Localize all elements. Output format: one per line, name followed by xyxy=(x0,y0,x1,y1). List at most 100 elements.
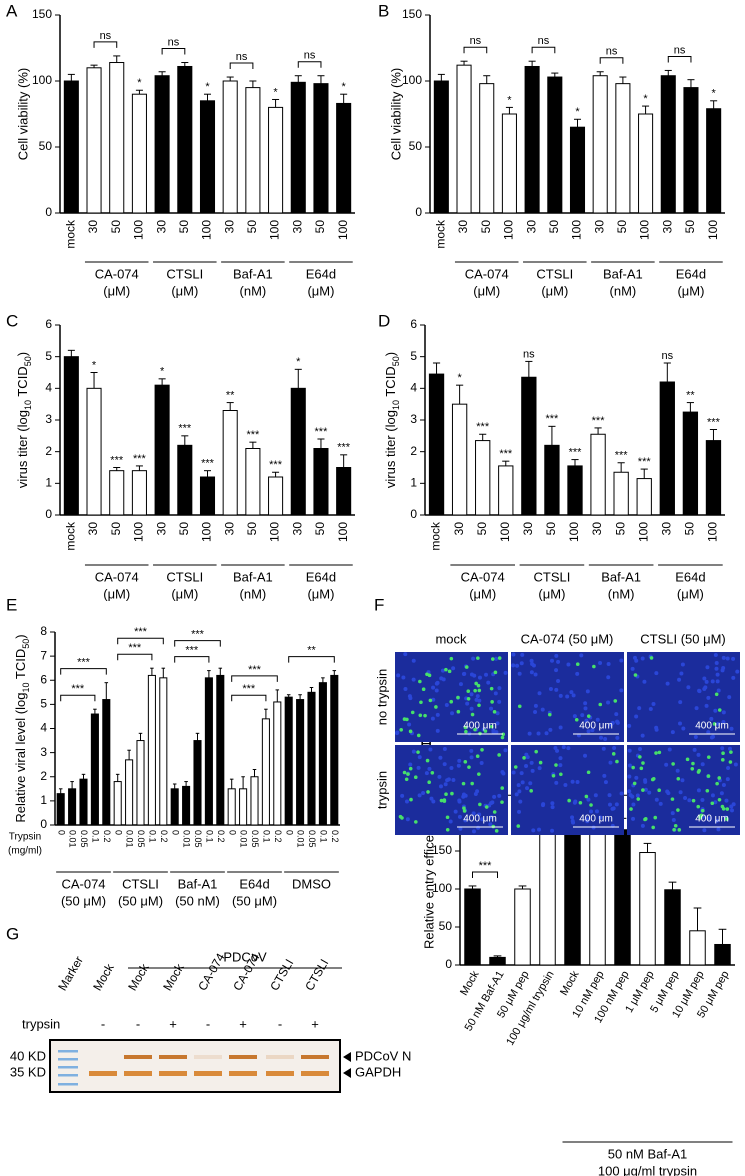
nucleus xyxy=(456,763,461,768)
nucleus xyxy=(471,811,476,816)
nucleus xyxy=(477,675,482,680)
infected-cell xyxy=(671,762,675,766)
group-sublabel: (μM) xyxy=(538,586,565,601)
x-tick-label: 100 xyxy=(706,522,720,542)
nucleus xyxy=(677,677,682,682)
y-tick-label: 0 xyxy=(410,507,417,521)
bar xyxy=(501,113,517,214)
group-label: E64d xyxy=(306,569,336,584)
y-tick-label: 5 xyxy=(410,349,417,363)
infected-cell xyxy=(691,798,696,803)
nucleus xyxy=(637,706,642,711)
bar xyxy=(706,108,722,214)
bar xyxy=(131,93,147,214)
y-tick-label: 50 xyxy=(439,919,453,933)
nucleus xyxy=(497,686,502,691)
x-tick-label: 100 xyxy=(570,220,584,240)
group-sublabel: (μM) xyxy=(473,283,500,298)
marker-band xyxy=(58,1083,78,1086)
infected-cell xyxy=(492,710,497,714)
infected-cell xyxy=(529,789,533,793)
nucleus xyxy=(697,688,702,693)
group-label: 50 nM Baf-A1 xyxy=(608,1146,688,1161)
bar xyxy=(569,126,586,214)
nucleus xyxy=(484,672,489,677)
nucleus xyxy=(702,676,707,681)
nucleus xyxy=(693,735,698,740)
nucleus xyxy=(408,762,413,767)
x-tick-label: 30 xyxy=(222,220,236,234)
nucleus xyxy=(627,748,632,753)
panel-label: G xyxy=(6,924,19,943)
nucleus xyxy=(647,790,652,795)
infected-cell xyxy=(676,808,680,812)
nucleus xyxy=(585,689,590,694)
nucleus xyxy=(640,656,645,661)
nucleus xyxy=(654,671,659,676)
y-tick-label: 8 xyxy=(40,624,47,638)
nucleus xyxy=(544,731,549,736)
x-tick-label: 0.2 xyxy=(330,830,340,843)
group-sublabel: (μM) xyxy=(171,586,198,601)
x-tick-label: mock xyxy=(64,521,78,551)
y-tick-label: 0 xyxy=(415,205,422,219)
infected-cell xyxy=(657,788,661,793)
nucleus xyxy=(437,774,442,779)
nucleus xyxy=(530,768,535,773)
infected-cell xyxy=(408,766,413,771)
significance: * xyxy=(205,81,210,93)
group-label: CTSLI xyxy=(166,266,203,281)
infected-cell xyxy=(710,801,715,806)
nucleus xyxy=(665,789,670,794)
bar xyxy=(689,930,706,966)
infected-cell xyxy=(720,758,725,762)
nucleus xyxy=(716,721,721,726)
infected-cell xyxy=(636,797,641,801)
nucleus xyxy=(434,681,439,686)
nucleus xyxy=(729,808,734,813)
nucleus xyxy=(586,797,591,802)
infected-cell xyxy=(484,805,489,809)
nucleus xyxy=(518,799,523,804)
nucleus xyxy=(566,746,571,751)
infected-cell xyxy=(497,656,502,660)
scale-bar-label: 400 μm xyxy=(463,814,497,825)
x-tick-label: 0.05 xyxy=(250,830,260,848)
infected-cell xyxy=(419,700,423,705)
bar xyxy=(222,410,238,516)
infected-cell xyxy=(714,692,719,697)
significance: *** xyxy=(246,429,260,441)
nucleus xyxy=(515,663,520,668)
nucleus xyxy=(575,671,580,676)
infected-cell xyxy=(405,717,409,722)
infected-cell xyxy=(416,733,421,738)
bar xyxy=(136,740,145,826)
significance: ** xyxy=(307,645,316,657)
nucleus xyxy=(573,799,578,804)
y-tick-label: 4 xyxy=(45,381,52,395)
row-label: trypsin xyxy=(374,771,389,809)
significance-bracket xyxy=(599,57,624,64)
bar xyxy=(268,106,284,214)
nucleus xyxy=(726,766,731,771)
x-tick-label: 30 xyxy=(86,220,100,234)
nucleus xyxy=(495,721,500,726)
mw-label: 40 KD xyxy=(10,1048,46,1063)
nucleus xyxy=(471,829,476,834)
nucleus xyxy=(619,658,624,663)
nucleus xyxy=(530,662,535,667)
column-label: CTSLI (50 μM) xyxy=(640,631,726,646)
infected-cell xyxy=(463,725,468,730)
significance: *** xyxy=(110,454,124,466)
significance-bracket xyxy=(60,694,96,702)
infected-cell xyxy=(489,724,494,729)
nucleus xyxy=(477,812,482,817)
y-tick-label: 0 xyxy=(445,957,452,971)
nucleus xyxy=(635,793,640,798)
significance: *** xyxy=(128,642,142,654)
nucleus xyxy=(579,653,584,658)
infected-cell xyxy=(490,657,495,661)
infected-cell xyxy=(500,800,504,804)
y-tick-label: 5 xyxy=(40,697,47,711)
x-tick-label: 100 xyxy=(502,220,516,240)
